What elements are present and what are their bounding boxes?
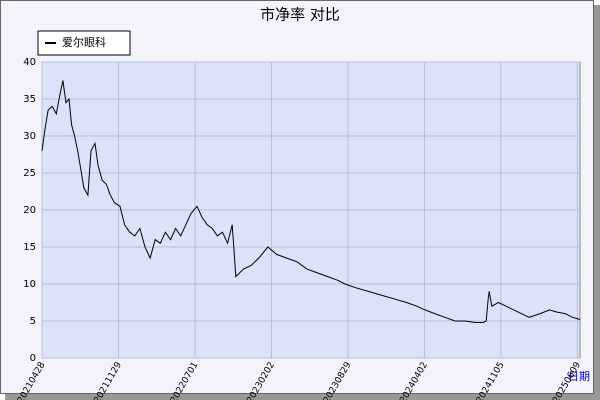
y-tick-label: 10 xyxy=(23,279,36,290)
y-tick-label: 30 xyxy=(23,131,36,142)
y-tick-label: 20 xyxy=(23,205,36,216)
legend-label: 爱尔眼科 xyxy=(62,35,106,49)
shadow xyxy=(5,394,600,400)
y-tick-label: 5 xyxy=(30,316,36,327)
y-tick-label: 35 xyxy=(23,94,36,105)
chart-title: 市净率 对比 xyxy=(260,6,340,24)
y-tick-label: 25 xyxy=(23,168,36,179)
legend xyxy=(37,30,131,56)
shadow xyxy=(594,5,600,400)
x-axis-label: 日期 xyxy=(568,370,590,383)
y-tick-label: 40 xyxy=(23,57,36,68)
line xyxy=(41,80,581,323)
y-tick-label: 0 xyxy=(30,353,36,364)
y-tick-label: 15 xyxy=(23,242,36,253)
